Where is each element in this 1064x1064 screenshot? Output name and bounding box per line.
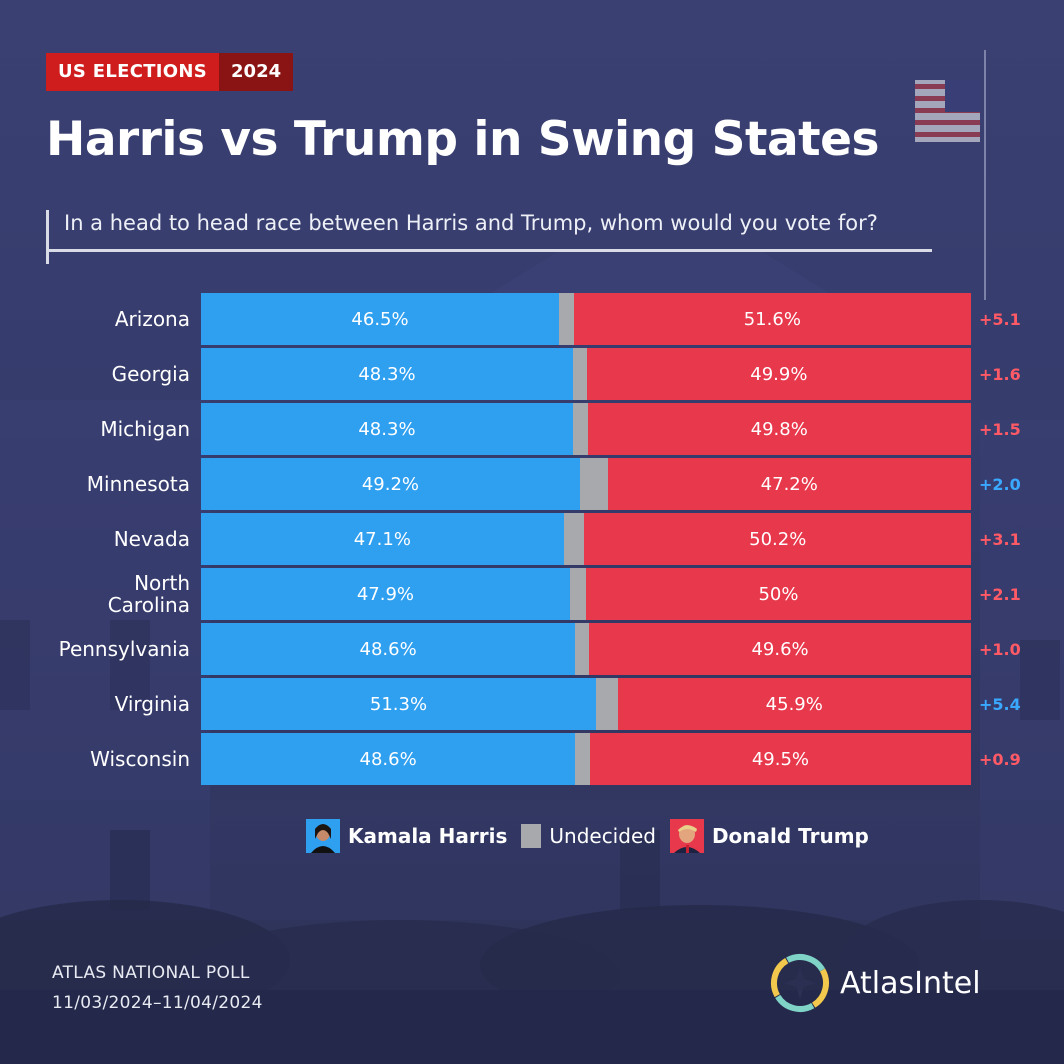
margin-label: +2.1	[979, 585, 1021, 604]
data-label-harris: 49.2%	[361, 474, 419, 495]
margin-label: +5.4	[979, 695, 1021, 714]
margin-label: +2.0	[979, 475, 1021, 494]
bar-trump	[584, 513, 971, 565]
data-label-harris: 48.6%	[359, 639, 417, 660]
badge-year: 2024	[219, 53, 294, 91]
bar-trump	[573, 293, 971, 345]
bar-trump	[607, 458, 971, 510]
state-label: Wisconsin	[90, 747, 190, 771]
bar-trump	[589, 733, 971, 785]
data-label-harris: 51.3%	[369, 694, 428, 715]
margin-label: +3.1	[979, 530, 1021, 549]
data-label-trump: 51.6%	[743, 309, 801, 330]
margin-label: +5.1	[979, 310, 1021, 329]
question-divider-horizontal	[46, 249, 932, 252]
state-label: Minnesota	[86, 472, 190, 496]
data-label-harris: 48.6%	[359, 749, 417, 770]
data-label-trump: 45.9%	[765, 694, 823, 715]
bar-harris	[201, 568, 570, 620]
harris-avatar-icon	[306, 819, 340, 853]
data-label-harris: 48.3%	[358, 364, 416, 385]
chart-legend: Kamala Harris Undecided Donald Trump	[306, 818, 883, 854]
bar-trump	[586, 348, 971, 400]
data-label-harris: 48.3%	[358, 419, 416, 440]
bar-harris	[201, 678, 596, 730]
bar-trump	[617, 678, 971, 730]
bar-harris	[201, 458, 580, 510]
state-label-line: North	[134, 571, 190, 595]
margin-label: +1.0	[979, 640, 1021, 659]
data-label-trump: 49.9%	[750, 364, 808, 385]
bar-undecided	[559, 293, 574, 345]
bar-harris	[201, 623, 576, 675]
brand-name: AtlasIntel	[840, 965, 981, 1001]
bar-harris	[201, 403, 573, 455]
data-label-trump: 49.8%	[750, 419, 808, 440]
bar-undecided	[575, 623, 590, 675]
undecided-swatch	[521, 824, 542, 848]
legend-label-harris: Kamala Harris	[348, 824, 508, 848]
section-badge: US ELECTIONS 2024	[46, 53, 294, 91]
bar-undecided	[575, 733, 590, 785]
data-label-trump: 50%	[758, 584, 799, 605]
data-label-trump: 49.6%	[751, 639, 809, 660]
atlasintel-logo: AtlasIntel	[770, 953, 981, 1013]
survey-question: In a head to head race between Harris an…	[64, 211, 878, 235]
state-label: Georgia	[111, 362, 190, 386]
legend-item-trump: Donald Trump	[669, 819, 869, 853]
state-label: Michigan	[100, 417, 190, 441]
legend-label-trump: Donald Trump	[711, 824, 869, 848]
badge-label: US ELECTIONS	[46, 53, 220, 91]
bar-undecided	[596, 678, 618, 730]
data-label-trump: 47.2%	[760, 474, 818, 495]
bar-undecided	[579, 458, 608, 510]
margin-label: +1.5	[979, 420, 1021, 439]
question-block: In a head to head race between Harris an…	[46, 206, 932, 264]
state-label: Nevada	[113, 527, 190, 551]
trump-avatar-icon	[669, 819, 704, 853]
bar-undecided	[572, 348, 587, 400]
bar-harris	[201, 348, 573, 400]
poll-name: ATLAS NATIONAL POLL	[52, 963, 250, 983]
state-label: North Carolina	[0, 572, 190, 616]
state-label: Pennsylvania	[58, 637, 190, 661]
data-label-trump: 49.5%	[751, 749, 809, 770]
bar-undecided	[569, 568, 586, 620]
atlasintel-logo-icon	[771, 954, 829, 1012]
bar-undecided	[563, 513, 585, 565]
data-label-harris: 47.9%	[356, 584, 414, 605]
bar-undecided	[572, 403, 588, 455]
data-label-harris: 46.5%	[351, 309, 409, 330]
legend-item-harris: Kamala Harris	[306, 819, 507, 853]
data-label-harris: 47.1%	[353, 529, 411, 550]
bar-trump	[587, 403, 971, 455]
bar-trump	[586, 568, 971, 620]
page-title: Harris vs Trump in Swing States	[46, 112, 879, 167]
bar-harris	[201, 513, 564, 565]
bar-trump	[589, 623, 971, 675]
legend-label-undecided: Undecided	[549, 824, 656, 848]
margin-label: +1.6	[979, 365, 1021, 384]
margin-label: +0.9	[979, 750, 1021, 769]
state-label: Virginia	[114, 692, 190, 716]
data-label-trump: 50.2%	[749, 529, 807, 550]
state-label-line: Carolina	[107, 593, 190, 617]
question-divider-vertical	[46, 210, 49, 264]
poll-dates: 11/03/2024–11/04/2024	[52, 993, 263, 1013]
bar-harris	[201, 733, 576, 785]
flag-icon	[915, 80, 980, 142]
state-label: Arizona	[114, 307, 190, 331]
legend-item-undecided: Undecided	[521, 824, 656, 848]
bar-harris	[201, 293, 560, 345]
